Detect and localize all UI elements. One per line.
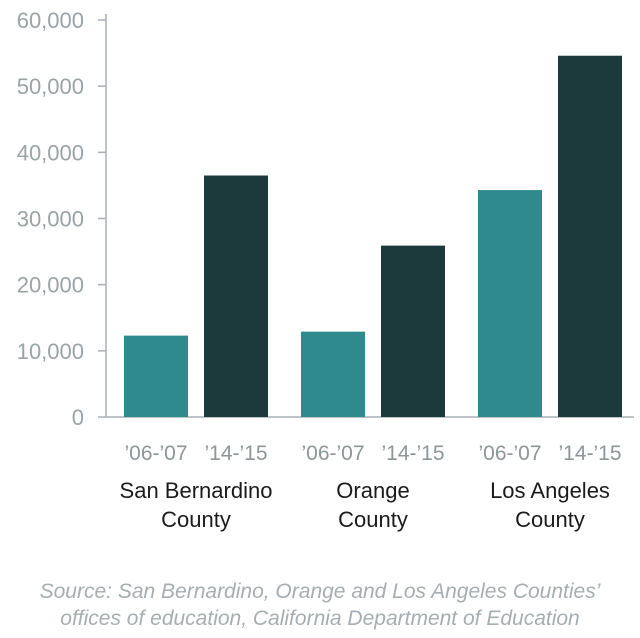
- period-label: ’06-’07: [124, 442, 187, 465]
- y-tick-label: 0: [72, 405, 84, 430]
- category-label: Los Angeles: [490, 478, 610, 503]
- period-label: ’14-’15: [204, 442, 267, 465]
- bar-late: [558, 55, 622, 417]
- category-label: San Bernardino: [120, 478, 273, 503]
- category-label: Orange: [336, 478, 409, 503]
- category-label: County: [338, 507, 408, 532]
- period-label: ’14-’15: [381, 442, 444, 465]
- y-tick-label: 60,000: [17, 8, 84, 33]
- bar-early: [124, 335, 188, 417]
- period-label: ’14-’15: [558, 442, 621, 465]
- source-line-2: offices of education, California Departm…: [60, 607, 580, 630]
- category-label: County: [515, 507, 585, 532]
- bar-chart: 0 10,000 20,000 30,000 40,000 50,000 60,000 ’06…: [17, 8, 634, 532]
- y-tick-label: 20,000: [17, 273, 84, 298]
- category-label: County: [161, 507, 231, 532]
- bar-late: [381, 245, 445, 417]
- bar-late: [204, 175, 268, 417]
- y-tick-label: 10,000: [17, 339, 84, 364]
- source-line-1: Source: San Bernardino, Orange and Los A…: [39, 580, 601, 603]
- bar-early: [478, 190, 542, 417]
- source-note: Source: San Bernardino, Orange and Los A…: [0, 578, 640, 632]
- period-label: ’06-’07: [478, 442, 541, 465]
- bar-early: [301, 331, 365, 417]
- y-tick-label: 30,000: [17, 207, 84, 232]
- y-tick-label: 40,000: [17, 140, 84, 165]
- period-label: ’06-’07: [301, 442, 364, 465]
- y-tick-label: 50,000: [17, 74, 84, 99]
